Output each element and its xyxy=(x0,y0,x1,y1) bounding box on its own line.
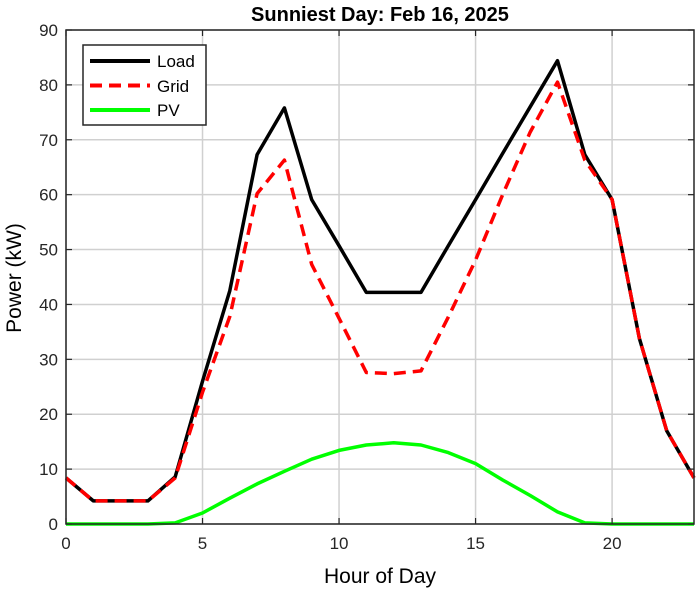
x-tick-label: 15 xyxy=(466,534,485,553)
x-tick-label: 0 xyxy=(61,534,70,553)
y-tick-label: 70 xyxy=(39,131,58,150)
legend-label-load: Load xyxy=(157,52,195,71)
y-tick-label: 30 xyxy=(39,350,58,369)
plot-frame xyxy=(65,29,695,525)
y-tick-label: 40 xyxy=(39,295,58,314)
x-tick-label: 5 xyxy=(198,534,207,553)
legend-label-grid: Grid xyxy=(157,77,189,96)
legend: Load Grid PV xyxy=(82,44,207,126)
series-line-grid xyxy=(64,80,696,503)
y-tick-label: 60 xyxy=(39,186,58,205)
y-tick-label: 20 xyxy=(39,405,58,424)
y-tick-label: 80 xyxy=(39,76,58,95)
legend-label-pv: PV xyxy=(157,101,180,120)
axis-ticks: 0 5 10 15 20 0 10 20 30 40 50 60 70 80 90 xyxy=(39,21,694,553)
x-axis-label: Hour of Day xyxy=(324,565,437,588)
series-line-pv xyxy=(66,441,694,526)
y-axis-label: Power (kW) xyxy=(3,223,26,333)
series-line-load xyxy=(64,58,696,503)
y-tick-label: 10 xyxy=(39,460,58,479)
chart-title: Sunniest Day: Feb 16, 2025 xyxy=(251,4,509,26)
series-lines xyxy=(64,58,696,526)
y-tick-label: 50 xyxy=(39,241,58,260)
x-tick-label: 20 xyxy=(603,534,622,553)
y-tick-label: 90 xyxy=(39,21,58,40)
x-tick-label: 10 xyxy=(330,534,349,553)
y-tick-label: 0 xyxy=(49,515,58,534)
